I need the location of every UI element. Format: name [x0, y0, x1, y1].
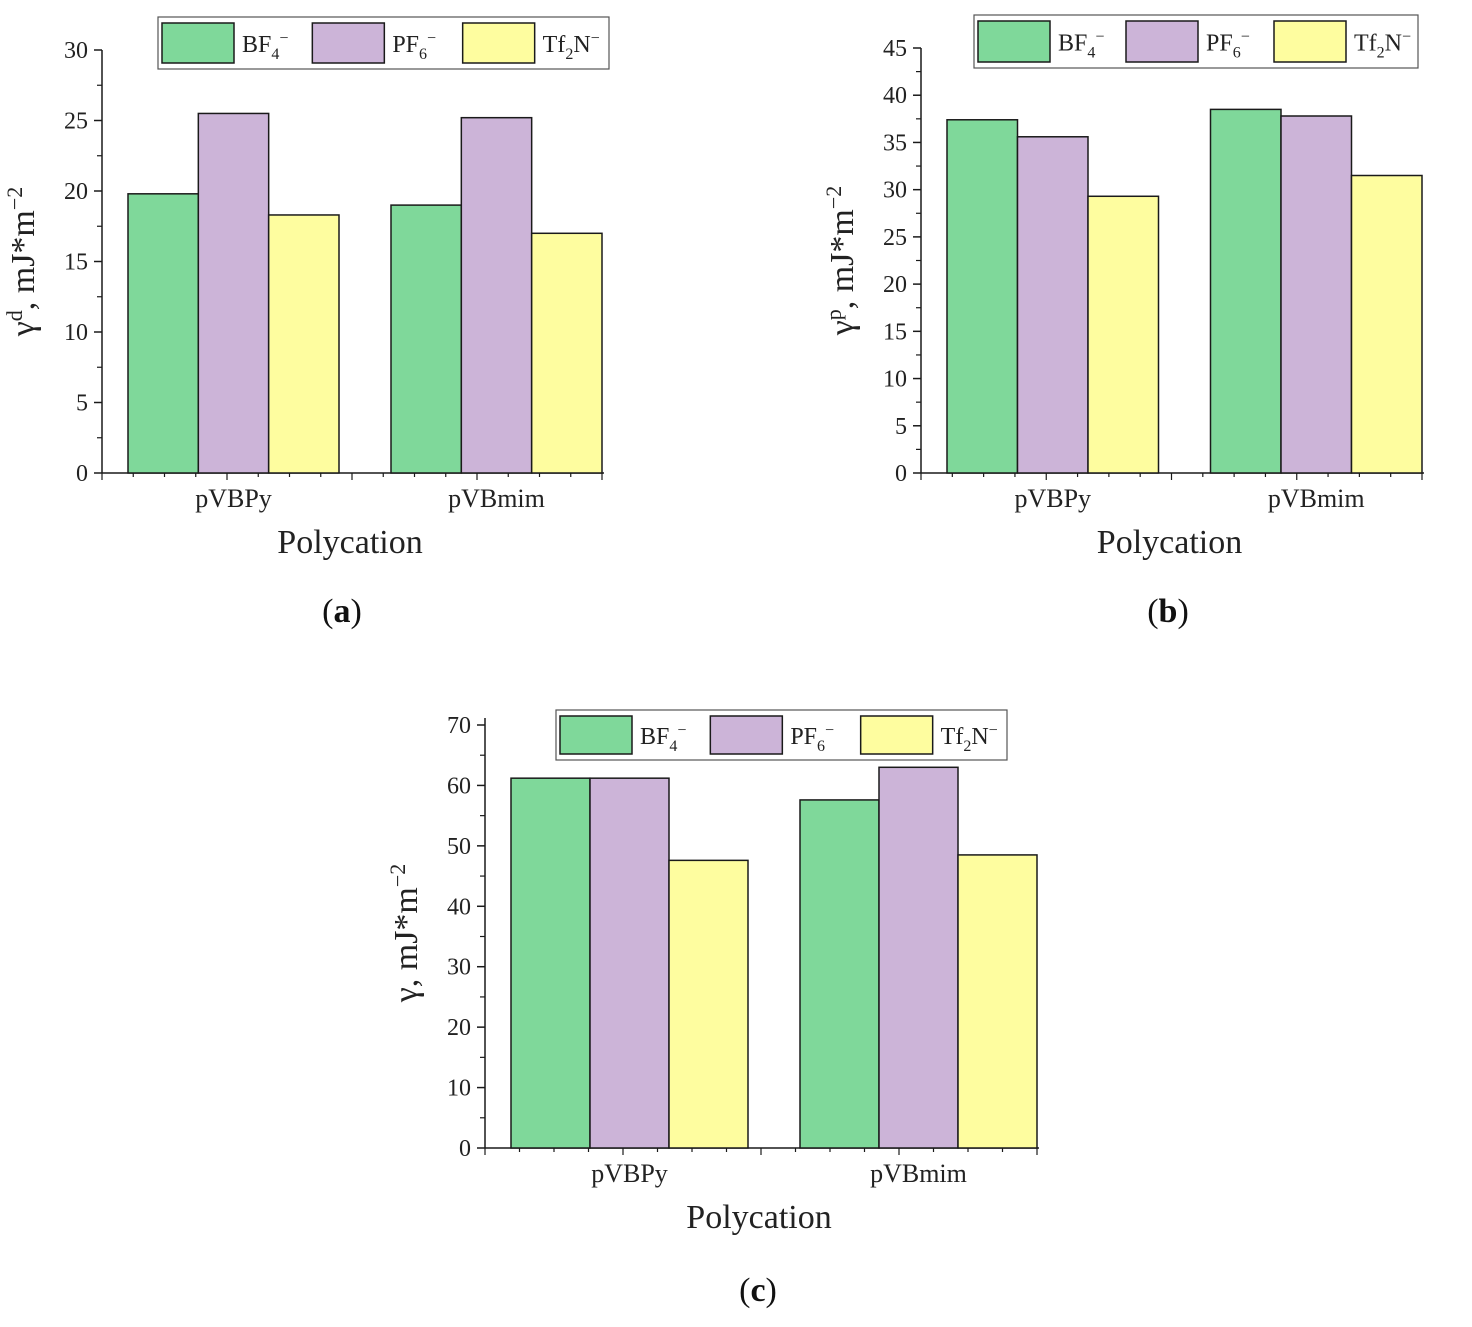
- bar-tf2n-pvbmim: [1350, 174, 1423, 474]
- y-tick-label: 5: [895, 414, 907, 440]
- legend-label-tf2n: Tf2N−: [543, 30, 600, 63]
- legend-label-tf2n: Tf2N−: [1354, 29, 1411, 62]
- x-category-label: pVBPy: [591, 1159, 668, 1188]
- legend: BF4− PF6− Tf2N−: [973, 14, 1419, 69]
- caption-a: (a): [322, 593, 362, 630]
- legend-swatch-tf2n: [1273, 20, 1347, 63]
- y-tick-label: 10: [447, 1076, 471, 1102]
- x-category-label: pVBPy: [1014, 484, 1091, 513]
- bar-tf2n-pvbpy: [1087, 195, 1160, 474]
- legend-swatch-tf2n: [461, 22, 536, 64]
- legend: BF4− PF6− Tf2N−: [555, 709, 1008, 761]
- y-tick-label: 25: [64, 109, 88, 135]
- legend-label-bf4: BF4−: [242, 30, 288, 63]
- chart-b: 0 5 10 15 20 25 30 35 40 45 pVBPy pVBmim Polycation γ…: [821, 14, 1424, 561]
- y-tick-label: 10: [883, 367, 907, 393]
- y-axis-title: γd, mJ*m−2: [2, 187, 42, 338]
- bar-bf4-pvbmim: [1209, 108, 1282, 474]
- bar-bf4-pvbpy: [127, 193, 200, 474]
- chart-panel-c: 0 10 20 30 40 50 60 70 pVBPy pVBmim Polycation γ, m…: [370, 668, 1146, 1236]
- bar-pf6-pvbpy: [589, 777, 670, 1149]
- bar-tf2n-pvbpy: [267, 214, 340, 474]
- legend-swatch-bf4: [161, 22, 235, 64]
- y-tick-label: 15: [883, 319, 907, 345]
- chart-panel-a: 0 5 10 15 20 25 30 pVBPy pVBmim Polycation γd, mJ*…: [0, 0, 736, 572]
- legend-label-tf2n: Tf2N−: [941, 722, 998, 755]
- chart-c: 0 10 20 30 40 50 60 70 pVBPy pVBmim Polycation γ, m…: [385, 709, 1039, 1236]
- chart-panel-b: 0 5 10 15 20 25 30 35 40 45 pVBPy pVBmim Polycation γ…: [736, 0, 1472, 572]
- y-tick-label: 60: [447, 773, 471, 799]
- y-tick-label: 20: [64, 179, 88, 205]
- y-tick-label: 15: [64, 250, 88, 276]
- caption-a-letter: a: [333, 593, 351, 630]
- y-tick-label: 45: [883, 36, 907, 62]
- y-tick-label: 30: [883, 178, 907, 204]
- x-axis-title: Polycation: [1097, 524, 1242, 561]
- bar-pf6-pvbpy: [1016, 136, 1089, 474]
- legend-label-pf6: PF6−: [1206, 29, 1250, 62]
- x-category-label: pVBPy: [195, 484, 272, 513]
- legend-label-pf6: PF6−: [392, 30, 436, 63]
- bar-tf2n-pvbmim: [957, 854, 1038, 1149]
- caption-b: (b): [1147, 593, 1189, 630]
- bar-pf6-pvbmim: [878, 766, 959, 1149]
- x-axis-title: Polycation: [686, 1199, 831, 1236]
- bar-tf2n-pvbpy: [668, 859, 749, 1149]
- legend-swatch-bf4: [559, 715, 633, 755]
- legend-label-bf4: BF4−: [640, 722, 686, 755]
- y-axis-title: γp, mJ*m−2: [821, 186, 861, 337]
- y-tick-label: 40: [447, 894, 471, 920]
- caption-c: (c): [739, 1272, 777, 1309]
- legend-swatch-bf4: [977, 20, 1051, 63]
- x-category-label: pVBmim: [448, 484, 545, 513]
- bar-pf6-pvbmim: [460, 116, 533, 474]
- y-tick-label: 70: [447, 713, 471, 739]
- bar-bf4-pvbmim: [799, 799, 880, 1149]
- bar-bf4-pvbmim: [390, 204, 463, 474]
- y-tick-label: 30: [64, 38, 88, 64]
- legend-label-pf6: PF6−: [790, 722, 834, 755]
- legend-swatch-pf6: [311, 22, 386, 64]
- y-tick-label: 20: [447, 1015, 471, 1041]
- legend: BF4− PF6− Tf2N−: [157, 16, 610, 70]
- y-tick-label: 5: [76, 391, 88, 417]
- caption-c-letter: c: [750, 1272, 766, 1309]
- legend-swatch-pf6: [709, 715, 784, 755]
- x-category-label: pVBmim: [870, 1159, 967, 1188]
- x-category-label: pVBmim: [1268, 484, 1365, 513]
- legend-label-bf4: BF4−: [1058, 29, 1104, 62]
- y-tick-label: 40: [883, 83, 907, 109]
- x-axis-title: Polycation: [277, 524, 422, 561]
- y-tick-label: 30: [447, 955, 471, 981]
- bar-bf4-pvbpy: [946, 119, 1019, 474]
- chart-a: 0 5 10 15 20 25 30 pVBPy pVBmim Polycation γd, mJ*…: [2, 16, 610, 561]
- bar-pf6-pvbmim: [1280, 115, 1353, 474]
- y-axis-title: γ, mJ*m−2: [385, 864, 425, 1004]
- y-tick-label: 50: [447, 834, 471, 860]
- legend-swatch-tf2n: [859, 715, 934, 755]
- y-tick-label: 35: [883, 130, 907, 156]
- caption-b-letter: b: [1158, 593, 1178, 630]
- y-tick-label: 25: [883, 225, 907, 251]
- bar-tf2n-pvbmim: [530, 232, 603, 474]
- y-tick-label: 0: [459, 1136, 471, 1162]
- y-tick-label: 10: [64, 320, 88, 346]
- y-tick-label: 0: [895, 461, 907, 487]
- bar-bf4-pvbpy: [510, 777, 591, 1149]
- y-tick-label: 20: [883, 272, 907, 298]
- bar-pf6-pvbpy: [197, 112, 270, 474]
- legend-swatch-pf6: [1125, 20, 1199, 63]
- y-tick-label: 0: [76, 461, 88, 487]
